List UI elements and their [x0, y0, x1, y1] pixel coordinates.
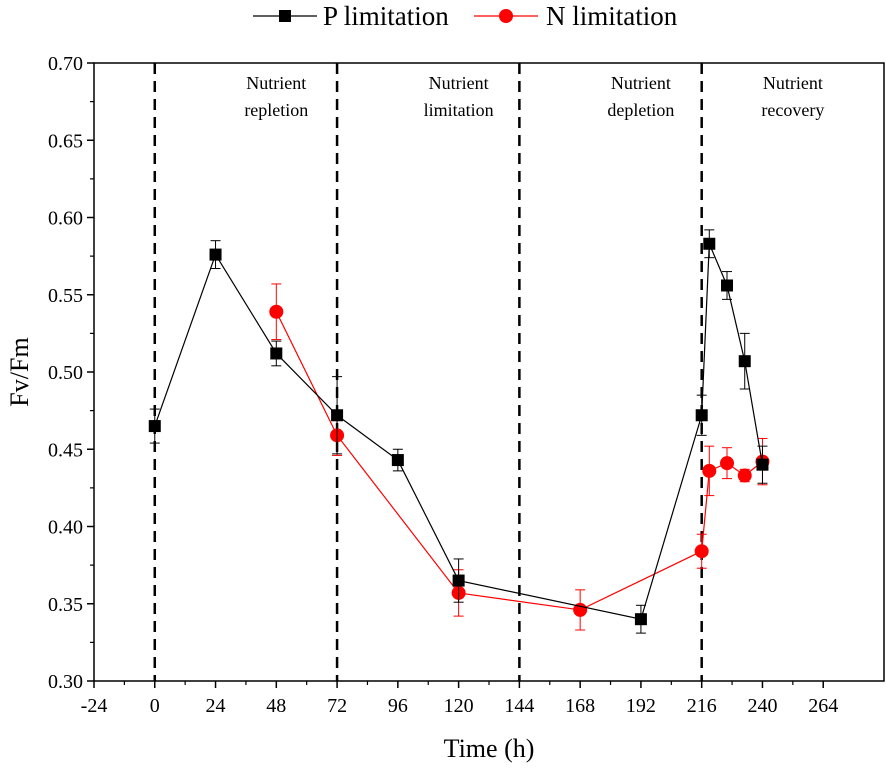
y-tick-label: 0.40 — [48, 517, 83, 539]
data-point — [634, 613, 647, 626]
series-line — [154, 243, 764, 620]
data-point — [737, 468, 752, 483]
y-axis-ticks: 0.30 0.35 0.40 0.45 0.50 0.55 0.60 0.65 0.70 — [48, 53, 94, 693]
legend-item-p-limitation: P limitation — [253, 1, 449, 31]
data-point — [391, 454, 404, 467]
x-tick-label: 264 — [808, 695, 838, 717]
series-p-limitation — [148, 229, 769, 634]
data-point — [269, 304, 284, 319]
legend: P limitation N limitation — [253, 1, 678, 31]
data-point — [209, 248, 222, 261]
y-tick-label: 0.65 — [48, 130, 83, 152]
plot-frame — [93, 62, 885, 682]
x-tick-label: 216 — [687, 695, 717, 717]
legend-label: P limitation — [323, 1, 449, 31]
data-point — [703, 237, 716, 250]
phase-label: Nutrient — [246, 73, 306, 93]
phase-label: limitation — [424, 100, 494, 120]
phase-label: Nutrient — [611, 73, 671, 93]
y-tick-label: 0.55 — [48, 285, 83, 307]
x-axis-ticks: -24 0 24 48 72 96 120 144 168 192 216 240 264 — [81, 681, 838, 717]
x-tick-label: 144 — [504, 695, 534, 717]
y-tick-label: 0.45 — [48, 439, 83, 461]
legend-item-n-limitation: N limitation — [474, 1, 678, 31]
data-point — [702, 463, 717, 478]
data-point — [738, 355, 751, 368]
data-point — [756, 458, 769, 471]
phase-divider-lines — [153, 63, 703, 681]
x-tick-label: 240 — [747, 695, 777, 717]
phase-labels: Nutrient repletion Nutrient limitation Nutri… — [244, 73, 824, 120]
y-tick-label: 0.70 — [48, 53, 83, 75]
x-axis-title: Time (h) — [444, 734, 535, 763]
x-tick-label: 48 — [266, 695, 286, 717]
data-point — [694, 544, 709, 559]
x-tick-label: 120 — [444, 695, 474, 717]
phase-label: recovery — [761, 100, 824, 120]
phase-label: Nutrient — [763, 73, 823, 93]
x-tick-label: 192 — [626, 695, 656, 717]
x-tick-label: -24 — [81, 695, 108, 717]
y-tick-label: 0.35 — [48, 594, 83, 616]
y-tick-label: 0.60 — [48, 208, 83, 230]
y-axis-title: Fv/Fm — [5, 337, 34, 406]
data-point — [452, 574, 465, 587]
x-tick-label: 168 — [565, 695, 595, 717]
x-tick-label: 72 — [327, 695, 347, 717]
data-point — [695, 409, 708, 422]
legend-label: N limitation — [546, 1, 678, 31]
data-series — [148, 229, 770, 634]
data-point — [573, 602, 588, 617]
data-point — [721, 279, 734, 292]
data-point — [720, 456, 735, 471]
data-point — [270, 347, 283, 360]
x-tick-label: 96 — [388, 695, 408, 717]
y-tick-label: 0.30 — [48, 671, 83, 693]
x-tick-label: 0 — [150, 695, 160, 717]
data-point — [331, 409, 344, 422]
phase-label: Nutrient — [429, 73, 489, 93]
legend-marker — [279, 10, 291, 22]
phase-label: depletion — [607, 100, 674, 120]
phase-label: repletion — [244, 100, 308, 120]
y-tick-label: 0.50 — [48, 362, 83, 384]
x-tick-label: 24 — [206, 695, 226, 717]
legend-marker — [499, 9, 513, 23]
data-point — [148, 420, 161, 433]
